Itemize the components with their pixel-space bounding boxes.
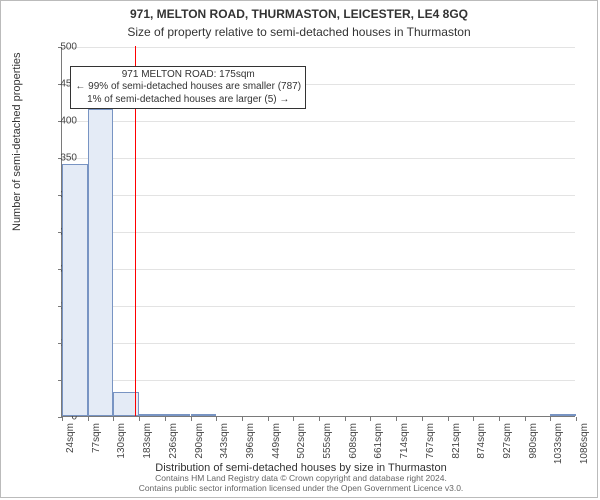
xtick-mark xyxy=(422,417,423,421)
xtick-mark xyxy=(268,417,269,421)
histogram-bar xyxy=(139,414,165,416)
gridline xyxy=(62,121,575,122)
xtick-label: 555sqm xyxy=(322,423,333,473)
histogram-bar xyxy=(550,414,576,416)
gridline xyxy=(62,232,575,233)
xtick-label: 24sqm xyxy=(65,423,76,473)
histogram-bar xyxy=(62,164,88,416)
xtick-label: 767sqm xyxy=(425,423,436,473)
histogram-bar xyxy=(88,109,114,416)
title-address: 971, MELTON ROAD, THURMASTON, LEICESTER,… xyxy=(1,1,597,21)
xtick-label: 927sqm xyxy=(502,423,513,473)
histogram-bar xyxy=(191,414,217,416)
xtick-label: 608sqm xyxy=(348,423,359,473)
xtick-mark xyxy=(165,417,166,421)
chart-area: 971 MELTON ROAD: 175sqm← 99% of semi-det… xyxy=(61,47,575,417)
xtick-label: 980sqm xyxy=(528,423,539,473)
xtick-label: 874sqm xyxy=(476,423,487,473)
ytick-label: 350 xyxy=(47,153,77,164)
xtick-mark xyxy=(191,417,192,421)
xtick-mark xyxy=(448,417,449,421)
annotation-line2: ← 99% of semi-detached houses are smalle… xyxy=(75,81,301,94)
xtick-label: 821sqm xyxy=(451,423,462,473)
ytick-label: 400 xyxy=(47,116,77,127)
gridline xyxy=(62,380,575,381)
xtick-label: 290sqm xyxy=(194,423,205,473)
figure-container: 971, MELTON ROAD, THURMASTON, LEICESTER,… xyxy=(0,0,598,498)
xtick-mark xyxy=(242,417,243,421)
xtick-mark xyxy=(293,417,294,421)
xtick-mark xyxy=(319,417,320,421)
xtick-mark xyxy=(550,417,551,421)
xtick-label: 1033sqm xyxy=(553,423,564,473)
plot-region: 971 MELTON ROAD: 175sqm← 99% of semi-det… xyxy=(61,47,575,417)
xtick-label: 77sqm xyxy=(91,423,102,473)
xtick-label: 183sqm xyxy=(142,423,153,473)
xtick-mark xyxy=(370,417,371,421)
xtick-mark xyxy=(525,417,526,421)
footer-line2: Contains public sector information licen… xyxy=(1,484,600,494)
xtick-mark xyxy=(345,417,346,421)
ytick-label: 500 xyxy=(47,42,77,53)
footer-attribution: Contains HM Land Registry data © Crown c… xyxy=(1,474,600,494)
gridline xyxy=(62,195,575,196)
annotation-box: 971 MELTON ROAD: 175sqm← 99% of semi-det… xyxy=(70,66,306,110)
xtick-label: 343sqm xyxy=(219,423,230,473)
xtick-mark xyxy=(499,417,500,421)
gridline xyxy=(62,306,575,307)
gridline xyxy=(62,269,575,270)
histogram-bar xyxy=(165,414,191,416)
xtick-label: 236sqm xyxy=(168,423,179,473)
xtick-mark xyxy=(576,417,577,421)
annotation-line1: 971 MELTON ROAD: 175sqm xyxy=(75,69,301,82)
xtick-mark xyxy=(139,417,140,421)
title-subtitle: Size of property relative to semi-detach… xyxy=(1,21,597,39)
y-axis-label: Number of semi-detached properties xyxy=(11,52,23,231)
xtick-label: 449sqm xyxy=(271,423,282,473)
xtick-label: 130sqm xyxy=(116,423,127,473)
xtick-mark xyxy=(113,417,114,421)
gridline xyxy=(62,343,575,344)
gridline xyxy=(62,158,575,159)
xtick-mark xyxy=(473,417,474,421)
xtick-mark xyxy=(396,417,397,421)
xtick-label: 714sqm xyxy=(399,423,410,473)
xtick-label: 661sqm xyxy=(373,423,384,473)
xtick-mark xyxy=(88,417,89,421)
xtick-label: 1086sqm xyxy=(579,423,590,473)
xtick-label: 396sqm xyxy=(245,423,256,473)
gridline xyxy=(62,47,575,48)
xtick-mark xyxy=(216,417,217,421)
annotation-line3: 1% of semi-detached houses are larger (5… xyxy=(75,94,301,107)
xtick-label: 502sqm xyxy=(296,423,307,473)
